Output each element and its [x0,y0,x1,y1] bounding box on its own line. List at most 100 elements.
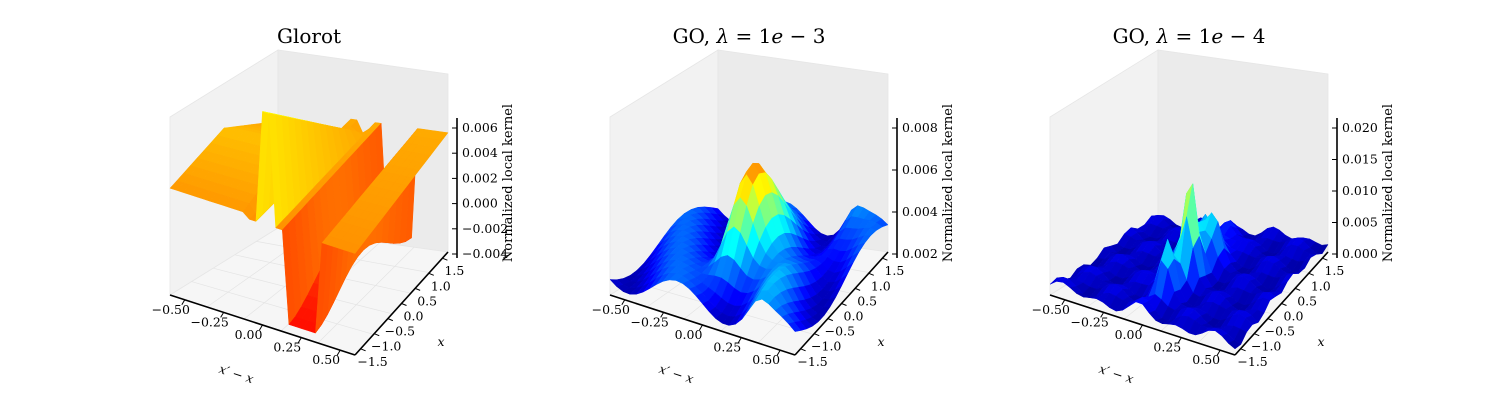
x-tick-label: −0.50 [1032,302,1070,317]
x-tick-label: 0.00 [235,327,263,342]
x-tick-labels: −0.50−0.25 0.00 0.25 0.50 [152,299,341,367]
x-tick [220,312,225,318]
x-tick-label: −0.50 [592,302,630,317]
y-tick [442,257,448,261]
surface-facet [787,322,802,332]
chart-title: GO, λ = 1e − 4 [1113,24,1266,48]
z-tick-label: 0.000 [462,196,498,211]
x-tick-label: 0.50 [752,352,780,367]
y-tick [387,318,394,322]
z-tick-label: 0.008 [902,120,938,135]
z-tick-label: 0.020 [1342,120,1378,135]
x-tick [660,312,665,318]
y-tick-labels: −1.5−1.0−0.50.00.51.01.5 [797,257,904,369]
title-lambda: λ [715,24,729,48]
y-tick-labels: −1.5−1.0−0.50.00.51.01.5 [1237,257,1344,369]
x-tick [181,299,186,306]
y-tick [868,272,874,276]
y-tick [827,318,834,322]
title-eq: = 1 [1169,24,1211,48]
y-tick [854,287,861,291]
y-tick [360,348,366,352]
surface-facet [347,243,362,254]
y-tick-label: 0.5 [1297,293,1317,308]
x-tick-label: −0.25 [630,314,668,329]
y-tick-label: 1.0 [871,278,891,293]
z-tick-label: 0.010 [1342,183,1378,198]
z-axis-label: Normalized local kernel [941,104,956,262]
y-tick [814,333,820,337]
title-exp: − 3 [783,24,825,48]
y-tick-label: 0.5 [417,293,437,308]
y-tick-label: −0.5 [825,324,855,339]
y-tick-label: 0.0 [844,309,864,324]
z-tick-label: 0.004 [462,145,498,160]
x-tick-label: 0.25 [1153,340,1181,355]
y-tick [414,287,421,291]
y-tick [428,272,434,276]
y-tick [1322,257,1328,261]
z-tick-labels: 0.002 0.004 0.006 0.008 [892,120,938,261]
z-tick-label: 0.005 [1342,215,1378,230]
y-tick-label: −1.0 [371,339,401,354]
surface-facet [1227,340,1242,350]
y-tick-label: 1.0 [431,278,451,293]
surface-plot [609,162,889,332]
x-tick-labels: −0.50−0.25 0.00 0.25 0.50 [592,299,781,367]
chart-title: GO, λ = 1e − 3 [673,24,826,48]
x-tick [1061,299,1066,306]
x-tick-label: −0.50 [152,302,190,317]
z-tick-label: 0.004 [902,204,938,219]
z-tick-label: 0.002 [462,170,498,185]
y-tick [1281,303,1287,306]
y-tick-label: −1.5 [1237,354,1267,369]
x-tick [737,337,742,343]
z-tick-label: −0.002 [462,221,508,236]
y-tick [882,257,888,261]
x-tick-label: 0.00 [675,327,703,342]
x-tick-labels: −0.50−0.25 0.00 0.25 0.50 [1032,299,1221,367]
y-tick-label: −0.5 [1265,324,1295,339]
y-tick-label: −1.5 [357,354,387,369]
y-tick [1240,348,1246,352]
x-tick [699,324,703,331]
x-tick-label: −0.25 [1070,314,1108,329]
y-tick-label: −0.5 [385,324,415,339]
y-axis-label: x [437,334,444,349]
z-tick-label: 0.002 [902,246,938,261]
y-tick-label: 0.0 [404,309,424,324]
z-tick-label: −0.004 [462,246,508,261]
x-axis-label: x′ − x [217,361,255,386]
x-tick-label: 0.50 [312,352,340,367]
y-tick [401,303,407,306]
x-tick-label: 0.25 [713,340,741,355]
z-tick-labels: 0.000 0.005 0.010 0.015 0.020 [1332,120,1378,261]
z-tick-label: 0.000 [1342,246,1378,261]
x-tick-label: −0.25 [190,314,228,329]
title-text: GO, [673,24,717,48]
y-tick-label: −1.0 [1251,339,1281,354]
chart-panel-3: −0.50−0.250.000.250.50x′ − x −1.5−1.0−0.5… [1032,24,1396,386]
y-tick-label: 0.0 [1284,309,1304,324]
y-tick [1308,272,1314,276]
x-tick [1139,324,1143,331]
chart-panel-1: −0.50−0.250.000.250.50x′ − x −1.5−1.0−0.5… [152,24,516,386]
x-tick [776,349,781,356]
y-tick-labels: −1.5−1.0−0.50.00.51.01.5 [357,257,464,369]
y-tick-label: 0.5 [857,293,877,308]
z-tick-label: 0.015 [1342,152,1378,167]
title-eq: = 1 [729,24,771,48]
z-axis-label: Normalized local kernel [1381,104,1396,262]
y-tick [1294,287,1301,291]
x-tick-label: 0.25 [273,340,301,355]
x-tick [1100,312,1105,318]
y-tick-label: −1.0 [811,339,841,354]
x-tick [1216,349,1221,356]
title-text: Glorot [277,24,341,48]
y-axis-label: x [877,334,884,349]
grid-line [191,281,374,335]
x-tick [1177,337,1182,343]
y-tick [1267,318,1274,322]
grid-line [317,246,415,344]
